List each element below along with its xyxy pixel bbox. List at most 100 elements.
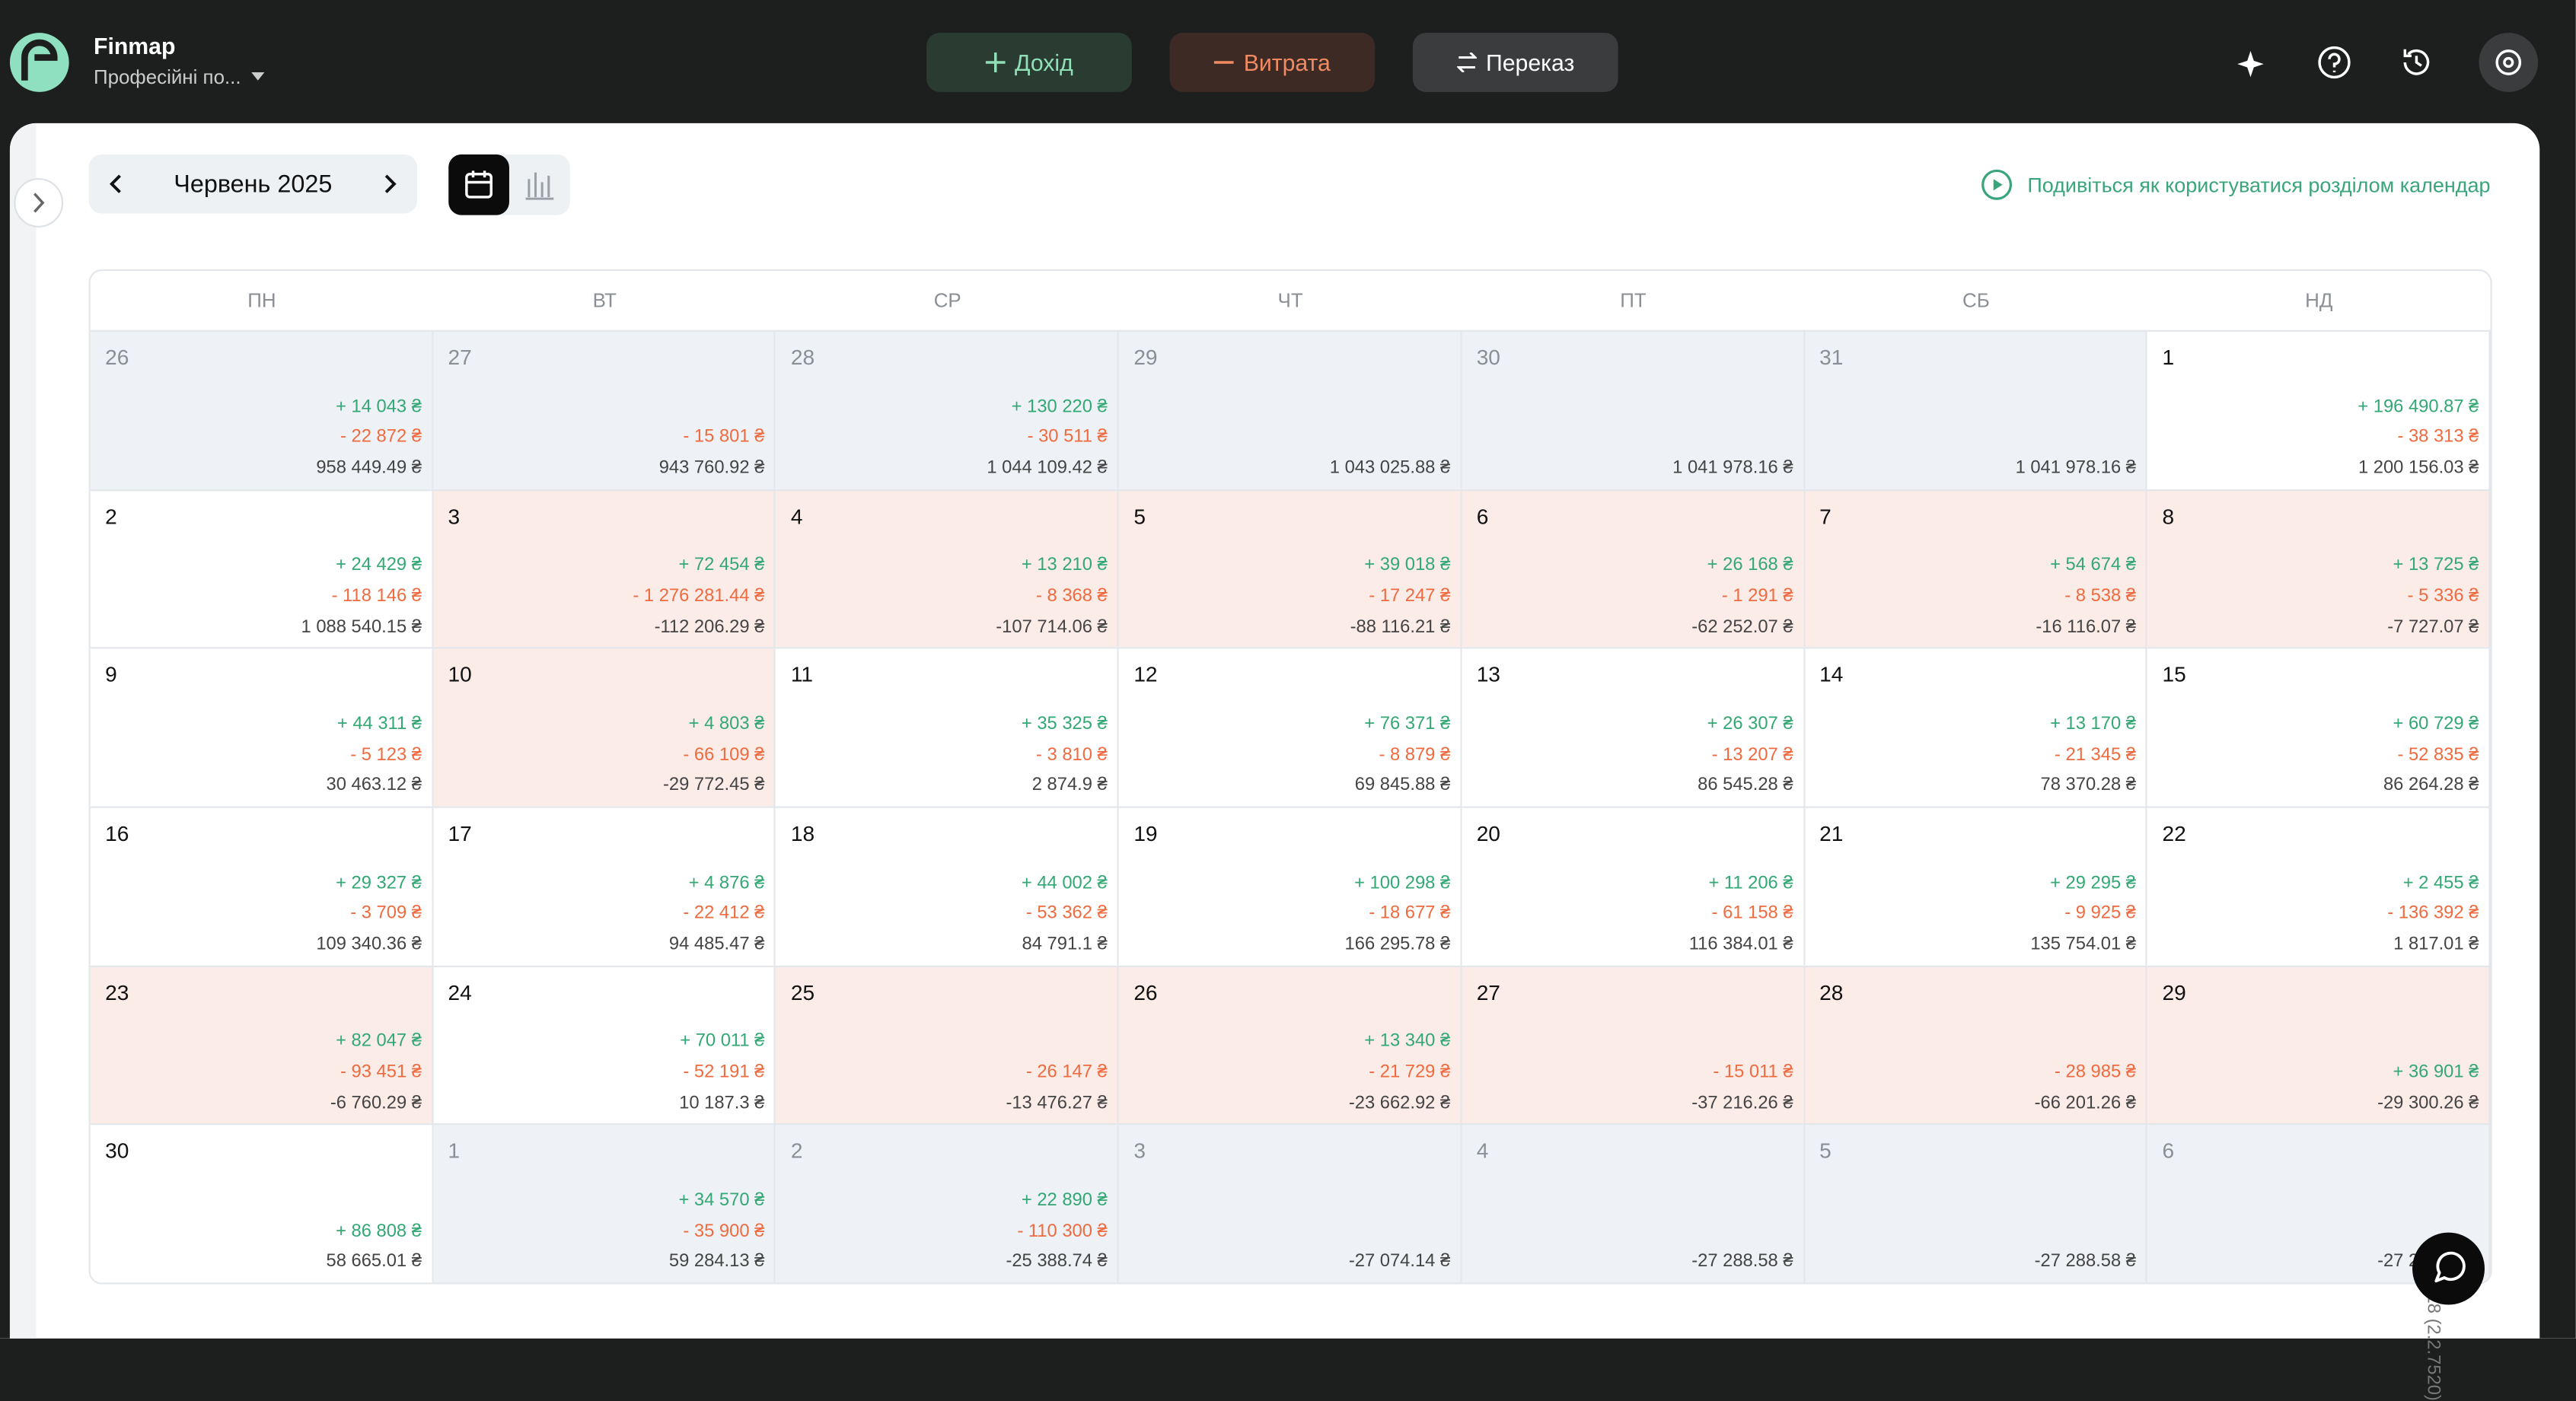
day-cell[interactable]: 29 + 36 901 ₴ -29 300.26 ₴	[2147, 965, 2491, 1124]
day-cell[interactable]: 27 - 15 801 ₴ 943 760.92 ₴	[433, 330, 776, 489]
day-number: 28	[1819, 979, 1844, 1005]
day-number: 20	[1476, 821, 1500, 846]
day-number: 16	[105, 821, 129, 846]
balance: 1 043 025.88 ₴	[1329, 457, 1451, 478]
balance: -16 116.07 ₴	[2036, 616, 2136, 637]
income: + 76 371 ₴	[1364, 714, 1451, 734]
day-values: 1 041 978.16 ₴	[2016, 454, 2136, 484]
expense: - 22 872 ₴	[340, 427, 422, 447]
day-cell[interactable]: 28 + 130 220 ₴ - 30 511 ₴ 1 044 109.42 ₴	[776, 330, 1119, 489]
calendar-view[interactable]	[448, 154, 509, 215]
day-number: 19	[1133, 821, 1158, 846]
settings-icon[interactable]	[2479, 33, 2539, 92]
income: + 4 803 ₴	[688, 714, 765, 734]
expense-button[interactable]: Витрата	[1169, 33, 1376, 92]
day-cell[interactable]: 16 + 29 327 ₴ - 3 709 ₴ 109 340.36 ₴	[90, 806, 434, 966]
day-cell[interactable]: 27 - 15 011 ₴ -37 216.26 ₴	[1462, 965, 1805, 1124]
day-cell[interactable]: 3 + 72 454 ₴ - 1 276 281.44 ₴ -112 206.29 ₴	[433, 489, 776, 648]
day-values: + 35 325 ₴ - 3 810 ₴ 2 874.9 ₴	[1022, 709, 1108, 801]
day-cell[interactable]: 28 - 28 985 ₴ -66 201.26 ₴	[1804, 965, 2148, 1124]
day-cell[interactable]: 31 1 041 978.16 ₴	[1804, 330, 2148, 489]
day-cell[interactable]: 29 1 043 025.88 ₴	[1118, 330, 1462, 489]
sidebar-toggle[interactable]	[13, 177, 64, 228]
help-icon[interactable]	[2316, 44, 2352, 80]
day-cell[interactable]: 30 1 041 978.16 ₴	[1462, 330, 1805, 489]
day-cell[interactable]: 1 + 196 490.87 ₴ - 38 313 ₴ 1 200 156.03 ₴	[2147, 330, 2491, 489]
day-values: + 70 011 ₴ - 52 191 ₴ 10 187.3 ₴	[679, 1027, 764, 1119]
day-values: + 13 725 ₴ - 5 336 ₴ -7 727.07 ₴	[2387, 550, 2479, 642]
day-cell[interactable]: 26 + 14 043 ₴ - 22 872 ₴ 958 449.49 ₴	[90, 330, 434, 489]
day-values: + 86 808 ₴ 58 665.01 ₴	[327, 1216, 422, 1278]
day-cell[interactable]: 20 + 11 206 ₴ - 61 158 ₴ 116 384.01 ₴	[1462, 806, 1805, 966]
day-values: + 130 220 ₴ - 30 511 ₴ 1 044 109.42 ₴	[987, 392, 1107, 484]
history-icon[interactable]	[2399, 44, 2434, 80]
day-cell[interactable]: 25 - 26 147 ₴ -13 476.27 ₴	[776, 965, 1119, 1124]
day-cell[interactable]: 5 + 39 018 ₴ - 17 247 ₴ -88 116.21 ₴	[1118, 489, 1462, 648]
day-cell[interactable]: 2 + 24 429 ₴ - 118 146 ₴ 1 088 540.15 ₴	[90, 489, 434, 648]
expense: - 22 412 ₴	[683, 903, 765, 924]
day-cell[interactable]: 24 + 70 011 ₴ - 52 191 ₴ 10 187.3 ₴	[433, 965, 776, 1124]
income: + 4 876 ₴	[688, 873, 765, 893]
expense: - 15 801 ₴	[683, 427, 765, 447]
help-link[interactable]: Подивіться як користуватися розділом кал…	[1981, 169, 2491, 200]
income: + 13 170 ₴	[2050, 714, 2136, 734]
income: + 11 206 ₴	[1708, 873, 1793, 893]
day-values: + 24 429 ₴ - 118 146 ₴ 1 088 540.15 ₴	[301, 550, 422, 642]
day-cell[interactable]: 8 + 13 725 ₴ - 5 336 ₴ -7 727.07 ₴	[2147, 489, 2491, 648]
plan-select[interactable]: Професійні по...	[94, 65, 264, 89]
next-month[interactable]	[378, 173, 400, 196]
expense: - 8 879 ₴	[1379, 744, 1451, 765]
income: + 82 047 ₴	[336, 1031, 422, 1052]
logo[interactable]	[8, 31, 71, 94]
brand: Finmap	[94, 33, 176, 59]
balance: 84 791.1 ₴	[1022, 934, 1108, 954]
month-label: Червень 2025	[174, 170, 333, 199]
day-values: + 13 210 ₴ - 8 368 ₴ -107 714.06 ₴	[996, 550, 1108, 642]
day-values: + 44 002 ₴ - 53 362 ₴ 84 791.1 ₴	[1022, 868, 1108, 960]
income: + 2 455 ₴	[2402, 873, 2479, 893]
day-cell[interactable]: 21 + 29 295 ₴ - 9 925 ₴ 135 754.01 ₴	[1804, 806, 2148, 966]
weekday: ЧТ	[1277, 288, 1303, 313]
balance: 116 384.01 ₴	[1688, 934, 1793, 954]
day-cell[interactable]: 2 + 22 890 ₴ - 110 300 ₴ -25 388.74 ₴	[776, 1123, 1119, 1283]
day-cell[interactable]: 5 -27 288.58 ₴	[1804, 1123, 2148, 1283]
chat-button[interactable]	[2412, 1232, 2485, 1306]
day-cell[interactable]: 4 -27 288.58 ₴	[1462, 1123, 1805, 1283]
day-values: + 82 047 ₴ - 93 451 ₴ -6 760.29 ₴	[330, 1027, 422, 1119]
day-cell[interactable]: 1 + 34 570 ₴ - 35 900 ₴ 59 284.13 ₴	[433, 1123, 776, 1283]
day-cell[interactable]: 4 + 13 210 ₴ - 8 368 ₴ -107 714.06 ₴	[776, 489, 1119, 648]
day-number: 5	[1133, 503, 1146, 529]
day-cell[interactable]: 14 + 13 170 ₴ - 21 345 ₴ 78 370.28 ₴	[1804, 647, 2148, 807]
day-cell[interactable]: 13 + 26 307 ₴ - 13 207 ₴ 86 545.28 ₴	[1462, 647, 1805, 807]
balance: 59 284.13 ₴	[668, 1252, 765, 1272]
day-cell[interactable]: 17 + 4 876 ₴ - 22 412 ₴ 94 485.47 ₴	[433, 806, 776, 966]
day-cell[interactable]: 22 + 2 455 ₴ - 136 392 ₴ 1 817.01 ₴	[2147, 806, 2491, 966]
day-cell[interactable]: 26 + 13 340 ₴ - 21 729 ₴ -23 662.92 ₴	[1118, 965, 1462, 1124]
day-cell[interactable]: 7 + 54 674 ₴ - 8 538 ₴ -16 116.07 ₴	[1804, 489, 2148, 648]
transfer-button[interactable]: Переказ	[1412, 33, 1618, 92]
day-cell[interactable]: 12 + 76 371 ₴ - 8 879 ₴ 69 845.88 ₴	[1118, 647, 1462, 807]
day-cell[interactable]: 18 + 44 002 ₴ - 53 362 ₴ 84 791.1 ₴	[776, 806, 1119, 966]
day-cell[interactable]: 6 + 26 168 ₴ - 1 291 ₴ -62 252.07 ₴	[1462, 489, 1805, 648]
expense: - 5 123 ₴	[350, 744, 422, 765]
day-cell[interactable]: 10 + 4 803 ₴ - 66 109 ₴ -29 772.45 ₴	[433, 647, 776, 807]
day-cell[interactable]: 11 + 35 325 ₴ - 3 810 ₴ 2 874.9 ₴	[776, 647, 1119, 807]
chart-view[interactable]	[509, 154, 570, 215]
day-number: 18	[790, 821, 815, 846]
expense: - 93 451 ₴	[340, 1062, 422, 1082]
ai-icon[interactable]	[2236, 44, 2272, 80]
prev-month[interactable]	[105, 173, 128, 196]
day-cell[interactable]: 15 + 60 729 ₴ - 52 835 ₴ 86 264.28 ₴	[2147, 647, 2491, 807]
day-number: 8	[2162, 503, 2175, 529]
day-values: -27 288.58 ₴	[1691, 1247, 1793, 1278]
day-values: + 39 018 ₴ - 17 247 ₴ -88 116.21 ₴	[1350, 550, 1451, 642]
balance: 1 200 156.03 ₴	[2358, 457, 2479, 478]
day-cell[interactable]: 23 + 82 047 ₴ - 93 451 ₴ -6 760.29 ₴	[90, 965, 434, 1124]
day-cell[interactable]: 19 + 100 298 ₴ - 18 677 ₴ 166 295.78 ₴	[1118, 806, 1462, 966]
day-cell[interactable]: 9 + 44 311 ₴ - 5 123 ₴ 30 463.12 ₴	[90, 647, 434, 807]
day-cell[interactable]: 3 -27 074.14 ₴	[1118, 1123, 1462, 1283]
income-button[interactable]: Дохід	[926, 33, 1132, 92]
app: Finmap Професійні по... Дохід Витрата Пе…	[8, 31, 2540, 1401]
day-cell[interactable]: 30 + 86 808 ₴ 58 665.01 ₴	[90, 1123, 434, 1283]
income: + 29 295 ₴	[2050, 873, 2136, 893]
